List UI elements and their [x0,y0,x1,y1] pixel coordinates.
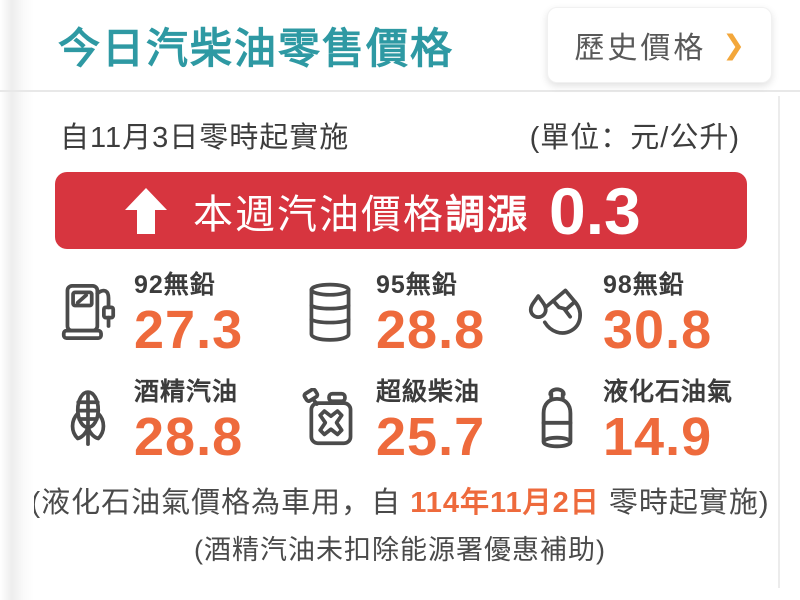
jerry-can-icon [300,382,360,456]
fuel-pump-icon [58,275,118,349]
header: 今日汽柴油零售價格 歷史價格 ❯ [0,0,800,92]
price-change-banner: 本週汽油價格調漲 0.3 [55,172,747,249]
unit-label: (單位：元/公升) [529,122,740,154]
page-left-edge [0,0,34,600]
price-item-lpg: 液化石油氣 14.9 [527,372,800,465]
fuel-price: 25.7 [376,407,486,468]
banner-text: 本週汽油價格調漲 [193,192,529,237]
price-grid: 92無鉛 27.3 95無鉛 28.8 [0,249,800,465]
arrow-up-icon [125,187,167,234]
price-item-alcohol-gasoline: 酒精汽油 28.8 [58,372,300,465]
gas-cylinder-icon [527,382,587,456]
lpg-effective-date: 114年11月2日 [410,487,600,520]
fuel-label: 液化石油氣 [603,378,734,407]
chevron-right-icon: ❯ [722,29,745,60]
corn-icon [58,382,118,456]
fuel-price: 30.8 [603,300,713,360]
fuel-label: 95無鉛 [376,271,458,299]
page-title: 今日汽柴油零售價格 [58,24,455,72]
fuel-price: 28.8 [134,407,244,468]
footnotes: (液化石油氣價格為車用，自 114年11月2日 零時起實施) (酒精汽油未扣除能… [0,481,800,570]
fuel-label: 酒精汽油 [134,378,239,407]
card-right-border [778,96,780,588]
effective-date-text: 自11月3日零時起實施 [60,122,350,154]
oil-barrel-icon [300,275,360,349]
fuel-label: 92無鉛 [134,271,216,299]
history-price-button[interactable]: 歷史價格 ❯ [547,7,772,83]
fuel-price: 27.3 [134,300,244,360]
price-item-92-unleaded: 92無鉛 27.3 [58,265,300,358]
fuel-label: 超級柴油 [376,378,481,407]
history-price-label: 歷史價格 [574,32,707,65]
price-item-95-unleaded: 95無鉛 28.8 [300,265,527,358]
fuel-price: 28.8 [376,300,486,360]
fuel-nozzle-icon [527,275,587,349]
price-item-super-diesel: 超級柴油 25.7 [300,372,527,465]
meta-row: 自11月3日零時起實施 (單位：元/公升) [0,114,800,156]
price-item-98-unleaded: 98無鉛 30.8 [527,265,800,358]
lpg-note: (液化石油氣價格為車用，自 114年11月2日 零時起實施) [30,487,770,520]
banner-change-amount: 0.3 [549,173,641,248]
fuel-label: 98無鉛 [603,271,685,299]
alcohol-gasoline-note: (酒精汽油未扣除能源署優惠補助) [194,535,606,566]
fuel-price: 14.9 [603,407,713,468]
